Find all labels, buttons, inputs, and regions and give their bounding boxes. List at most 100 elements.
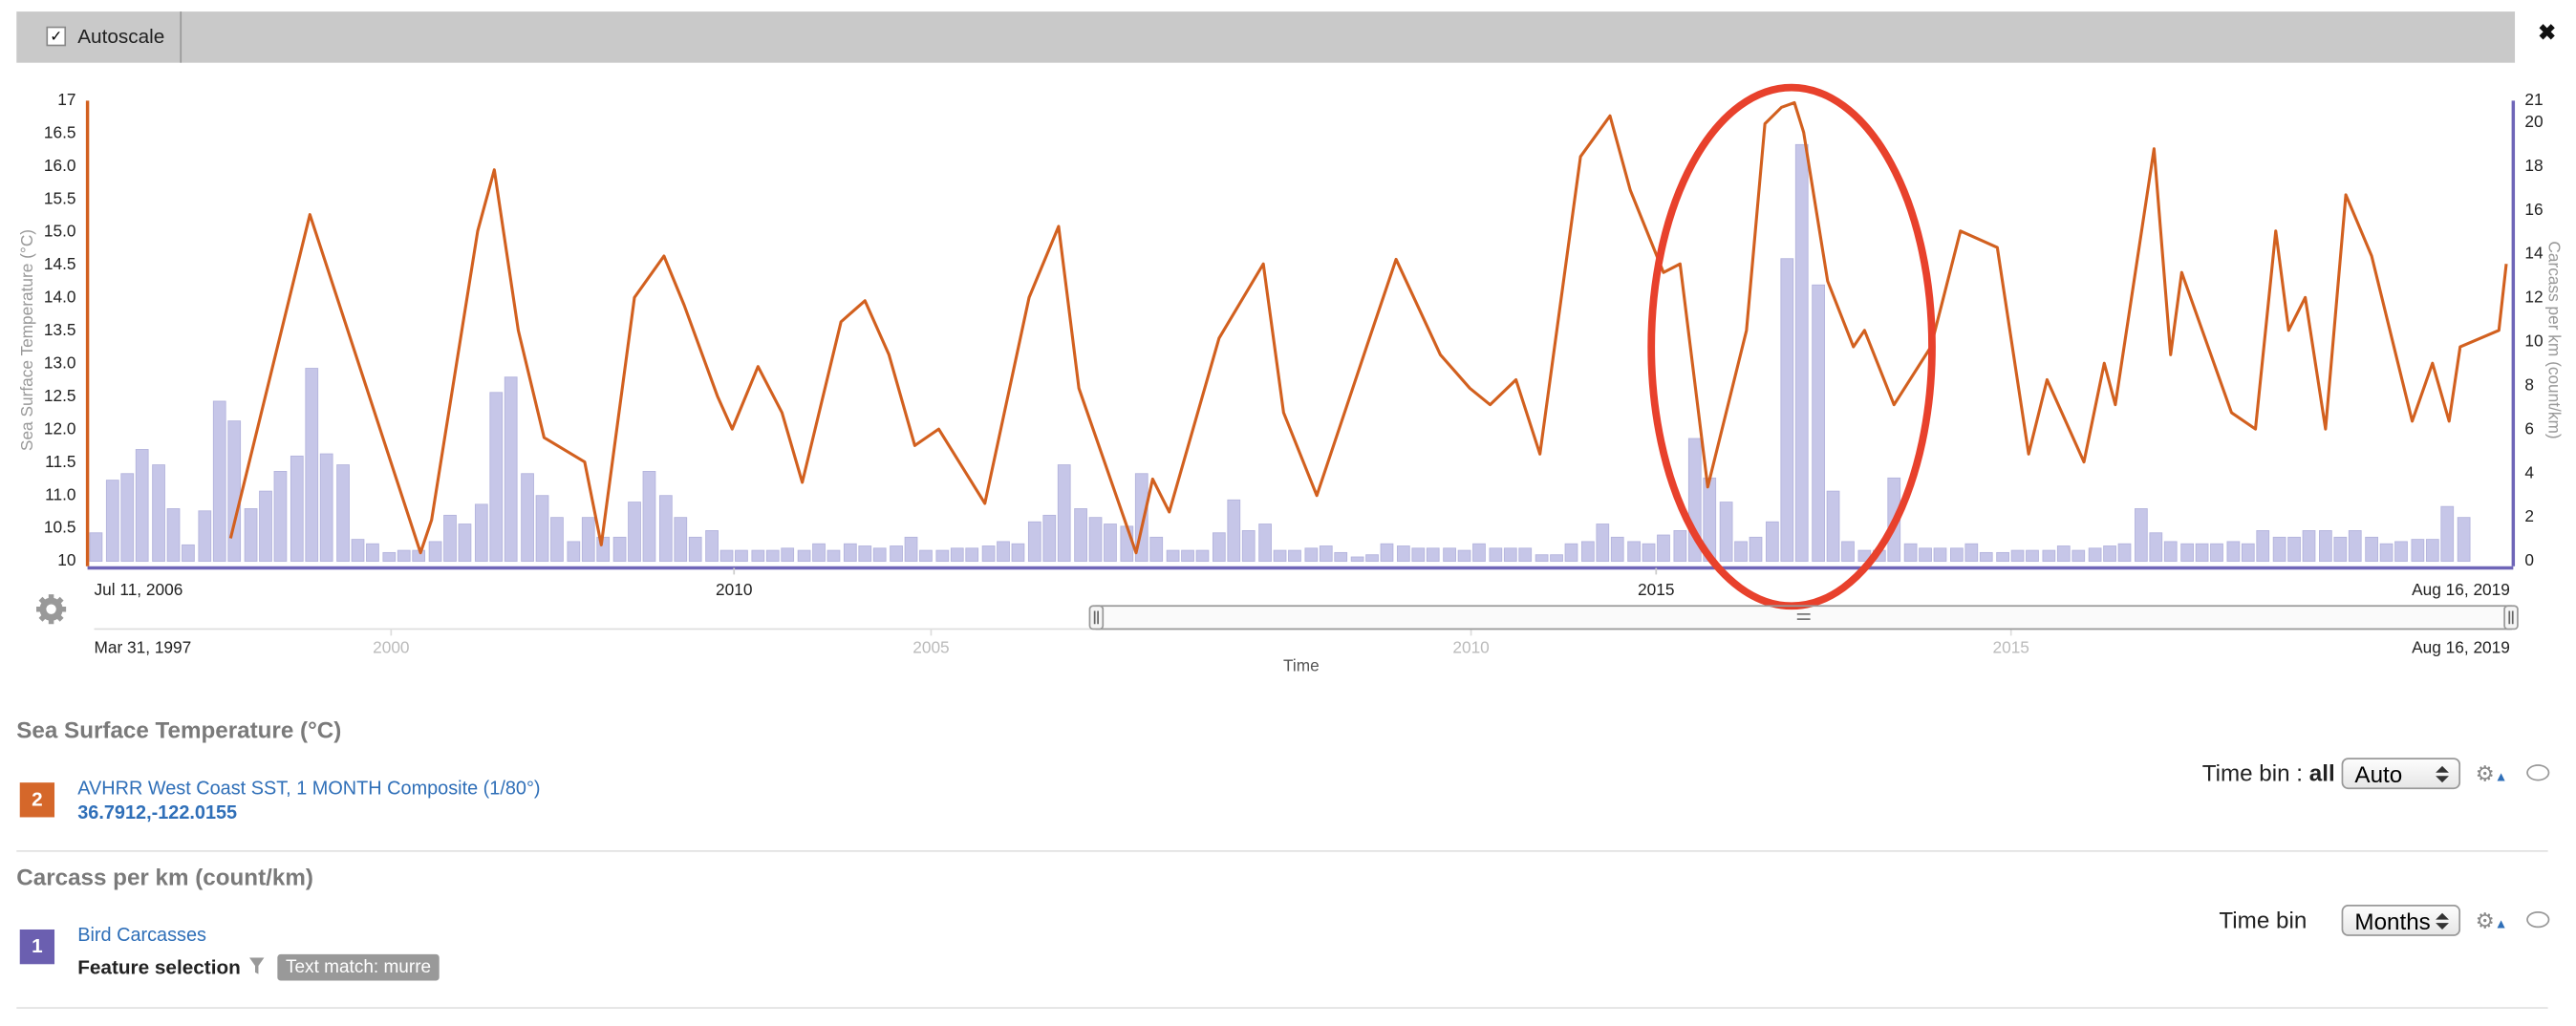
bar (182, 544, 195, 563)
layer-settings[interactable]: ⚙▲ (2475, 760, 2508, 786)
bar (1794, 143, 1809, 563)
visibility-toggle[interactable] (2526, 764, 2550, 781)
x-tick-label: 2010 (716, 580, 752, 599)
time-bin-select[interactable]: Auto (2341, 758, 2461, 790)
bar (1841, 541, 1855, 563)
time-bin-select[interactable]: Months (2341, 905, 2461, 936)
bar (567, 541, 581, 563)
nav-start-label: Mar 31, 1997 (95, 638, 192, 657)
bar (489, 392, 504, 563)
y-tick-label: 12.5 (44, 386, 76, 405)
y-tick-label: 13.5 (44, 320, 76, 339)
bar (2056, 545, 2071, 563)
bar (1380, 543, 1394, 563)
nav-tick-label: 2010 (1452, 638, 1489, 657)
bar (674, 517, 688, 563)
y2-tick-label: 10 (2524, 331, 2543, 351)
layer-link[interactable]: AVHRR West Coast SST, 1 MONTH Composite … (77, 779, 541, 800)
bar (1181, 549, 1194, 563)
y-tick-label: 14.0 (44, 288, 76, 307)
bar (919, 549, 933, 563)
bar (2072, 549, 2086, 563)
y2-tick-label: 2 (2524, 506, 2534, 525)
bar (550, 517, 564, 563)
bar (1765, 521, 1779, 563)
bar (2117, 543, 2132, 563)
nav-window[interactable] (1095, 605, 2512, 631)
bar (1627, 541, 1641, 563)
bar (1734, 541, 1748, 563)
bar (227, 420, 242, 563)
y2-tick-label: 4 (2524, 462, 2534, 481)
bar (950, 547, 964, 563)
layer-link[interactable]: Bird Carcasses (77, 926, 206, 947)
autoscale-checkbox[interactable]: ✓ (46, 26, 67, 47)
bar (259, 490, 272, 563)
bar (2180, 543, 2194, 563)
bar (2302, 530, 2316, 563)
bar (719, 549, 734, 563)
toolbar: ✓ Autoscale (16, 11, 2516, 63)
y-tick-label: 13.0 (44, 353, 76, 373)
bar (1011, 543, 1025, 563)
chart: Sea Surface Temperature (°C) Carcass per… (17, 83, 2564, 675)
bar (2348, 530, 2362, 563)
nav-handle[interactable] (1088, 605, 1105, 631)
bar (474, 503, 488, 563)
y2-tick-label: 8 (2524, 374, 2534, 394)
nav-handle[interactable] (2503, 605, 2519, 631)
bar (890, 545, 903, 563)
bar (688, 536, 702, 563)
close-button[interactable]: ✖ (2538, 19, 2557, 45)
filter-tag[interactable]: Text match: murre (277, 953, 440, 981)
y2-tick-label: 20 (2524, 112, 2543, 131)
bar (1580, 541, 1595, 563)
bar (290, 455, 304, 563)
line (228, 100, 2508, 555)
bar (1227, 499, 1241, 563)
location-link[interactable]: 36.7912,-122.0155 (77, 803, 238, 824)
bar (1780, 258, 1794, 563)
bar (535, 495, 549, 563)
visibility-toggle[interactable] (2526, 910, 2550, 929)
bar (843, 543, 857, 563)
nav-tick-label: 2005 (912, 638, 949, 657)
bar (1411, 547, 1426, 563)
bar (1027, 521, 1041, 563)
layer-settings[interactable]: ⚙▲ (2475, 908, 2508, 933)
bar (198, 510, 212, 563)
bar (1443, 547, 1456, 563)
bar (2026, 549, 2039, 563)
filter-icon[interactable] (248, 957, 266, 975)
bar (397, 549, 411, 563)
bar (1610, 536, 1624, 563)
y-axis-title: Sea Surface Temperature (°C) (17, 229, 36, 451)
divider (16, 1007, 2548, 1009)
bar (1749, 536, 1763, 563)
time-bin-label: Time bin : all (2202, 759, 2335, 786)
y2-axis-title: Carcass per km (count/km) (2544, 241, 2564, 438)
layer-number: 2 (19, 782, 55, 818)
bar (1673, 530, 1687, 563)
bar (105, 480, 119, 563)
bar (166, 508, 181, 563)
y-tick-label: 11.0 (45, 484, 75, 503)
bar (1964, 543, 1979, 563)
bar (212, 400, 226, 563)
bar (244, 508, 258, 563)
bar (2379, 543, 2394, 563)
autoscale-label[interactable]: Autoscale (77, 24, 165, 49)
nav-end-label: Aug 16, 2019 (2412, 638, 2510, 657)
bar (1288, 549, 1301, 563)
bar (751, 549, 765, 563)
y-tick-label: 16.0 (44, 156, 76, 175)
bar (443, 514, 457, 563)
nav-axis-title: Time (1283, 656, 1320, 675)
settings-icon[interactable] (36, 594, 67, 625)
bar (2411, 539, 2425, 563)
bar (797, 549, 811, 563)
bar (935, 549, 950, 563)
bar (2319, 530, 2332, 563)
y2-tick-label: 16 (2524, 200, 2543, 219)
